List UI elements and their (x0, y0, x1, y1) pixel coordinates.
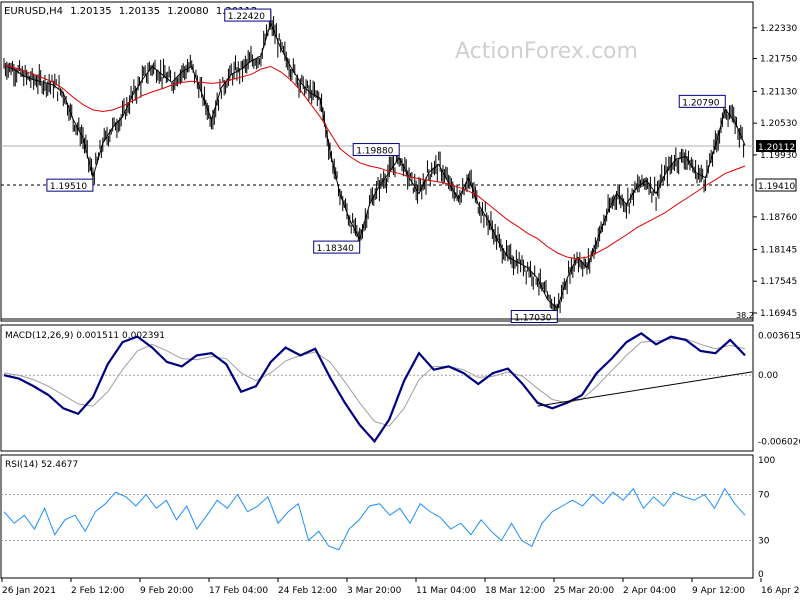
callout-label: 1.20790 (682, 98, 719, 108)
macd-main-line (3, 331, 746, 444)
fib-label: 38.2 (736, 311, 754, 320)
price-tick-label: 1.18760 (760, 213, 797, 223)
price-tick-label: 1.16945 (760, 309, 797, 319)
price-tick-label: 1.18145 (760, 245, 797, 255)
x-tick-label: 26 Jan 2021 (2, 586, 56, 596)
support-price-label: 1.19410 (758, 182, 795, 192)
x-tick-label: 2 Apr 04:00 (623, 586, 676, 596)
callout-label: 1.22420 (228, 12, 265, 22)
macd-tick-label: -0.006026 (758, 438, 800, 448)
rsi-line (3, 487, 746, 551)
rsi-y-axis: 100 70 30 0 (1, 456, 775, 580)
callout-label: 1.18340 (317, 244, 354, 254)
x-tick-label: 11 Mar 04:00 (416, 586, 476, 596)
callout-box (313, 240, 361, 254)
macd-tick-label: 0.003615 (758, 331, 800, 341)
callout-label: 1.19880 (356, 147, 393, 157)
macd-y-axis: 0.003615 0.00 -0.006026 (758, 331, 800, 447)
high-value: 1.20135 (119, 6, 160, 17)
price-tick-label: 1.20530 (760, 119, 797, 129)
macd-trendline (537, 371, 753, 407)
support-price-box (755, 178, 797, 192)
x-tick-label: 3 Mar 20:00 (347, 586, 402, 596)
price-tick-label: 1.22330 (760, 24, 797, 34)
rsi-panel-frame (0, 454, 754, 579)
price-tick-label: 1.19930 (760, 151, 797, 161)
price-line (3, 21, 746, 310)
rsi-tick-label: 100 (758, 456, 775, 466)
price-bars (3, 10, 746, 319)
callout-label: 1.19510 (50, 182, 87, 192)
rsi-tick-label: 70 (758, 491, 770, 501)
rsi-label: RSI(14) 52.4677 (5, 460, 78, 470)
macd-label: MACD(12,26,9) 0.001511 0.002391 (5, 331, 165, 341)
rsi-tick-label: 30 (758, 537, 770, 547)
x-tick-label: 16 Apr 20:00 (761, 586, 800, 596)
callout-label: 1.17030 (514, 313, 551, 323)
low-value: 1.20080 (167, 6, 208, 17)
x-tick-label: 25 Mar 20:00 (554, 586, 614, 596)
rsi-tick-label: 0 (758, 570, 764, 580)
x-tick-label: 24 Feb 12:00 (278, 586, 337, 596)
price-header: EURUSD,H4 1.20135 1.20135 1.20080 1.2011… (4, 6, 257, 17)
x-tick-label: 18 Mar 12:00 (485, 586, 545, 596)
callout-box (224, 8, 272, 22)
price-callouts: 1.22420 1.19510 1.18340 1.19880 1.17030 1.207… (46, 8, 726, 323)
x-axis-labels: 26 Jan 2021 2 Feb 12:00 9 Feb 20:00 17 Feb … (1, 578, 800, 596)
open-value: 1.20135 (70, 6, 111, 17)
price-panel-frame (0, 1, 754, 322)
callout-box (678, 94, 726, 108)
symbol-label: EURUSD,H4 (4, 6, 63, 17)
x-tick-label: 9 Apr 12:00 (692, 586, 745, 596)
price-tick-label: 1.21750 (760, 55, 797, 65)
watermark: ActionForex.com (455, 39, 638, 64)
price-tick-label: 1.21130 (760, 87, 797, 97)
macd-signal-line (3, 338, 746, 427)
callout-box (352, 143, 400, 157)
last-price-box (756, 140, 796, 152)
macd-panel-frame (0, 324, 754, 452)
macd-tick-label: 0.00 (758, 371, 778, 381)
x-tick-label: 2 Feb 12:00 (71, 586, 125, 596)
x-tick-label: 17 Feb 04:00 (209, 586, 268, 596)
moving-average-line (3, 64, 746, 260)
x-tick-label: 9 Feb 20:00 (140, 586, 194, 596)
price-tick-label: 1.17545 (760, 277, 797, 287)
last-price-label: 1.20112 (758, 143, 795, 153)
price-y-axis: 1.22330 1.21750 1.21130 1.20530 1.19930 1.187… (753, 24, 797, 319)
callout-box (46, 178, 94, 192)
